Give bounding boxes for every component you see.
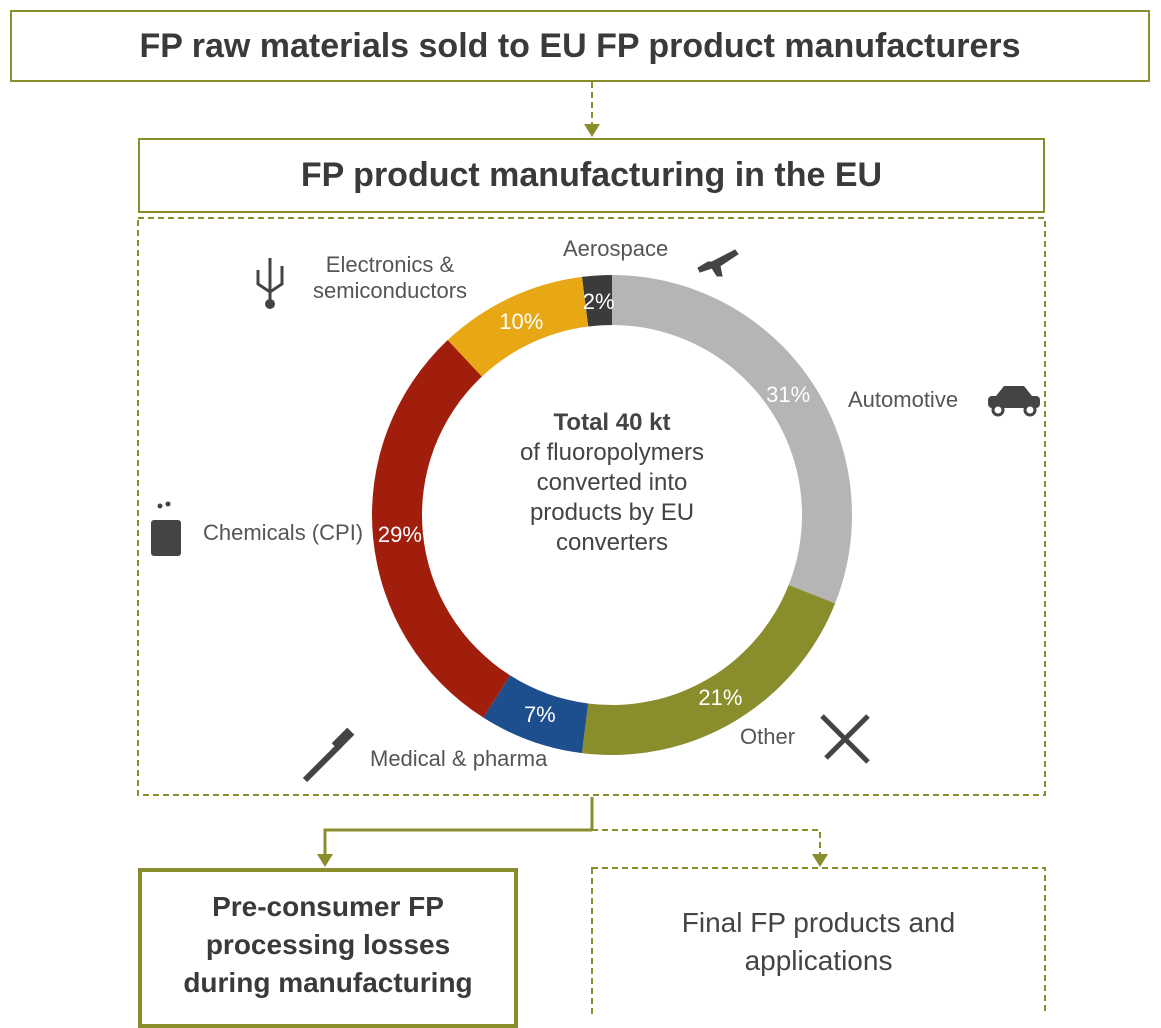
source-box: FP raw materials sold to EU FP product m… [10, 10, 1150, 82]
arrow-line [592, 829, 821, 856]
stage-box: FP product manufacturing in the EU [138, 138, 1045, 213]
category-label: Electronics & semiconductors [312, 252, 468, 303]
connectors [137, 82, 1046, 1015]
center-title: Total 40 kt [553, 409, 671, 436]
value-label: 29% [377, 522, 422, 548]
usb-icon [256, 266, 284, 294]
category-label: Chemicals (CPI) [203, 520, 364, 545]
arrowhead [317, 854, 333, 867]
dashed-box [591, 867, 1046, 1015]
arrowheads [317, 124, 828, 867]
donut-segment [483, 675, 589, 754]
donut-center: Total 40 kt of fluoropolymers converted … [500, 408, 724, 558]
losses-text: Pre-consumer FP processing losses during… [183, 891, 473, 998]
donut-segment [581, 275, 612, 327]
value-label: 21% [698, 685, 743, 711]
plane-icon [697, 249, 739, 277]
donut [372, 275, 852, 755]
beaker-icon [151, 520, 181, 556]
arrowhead [812, 854, 828, 867]
center-text: of fluoropolymers converted into product… [519, 439, 705, 556]
category-label: Automotive [848, 387, 959, 412]
category-label: Medical & pharma [370, 746, 548, 771]
category-label: Aerospace [563, 236, 669, 261]
pipette-icon [302, 742, 343, 783]
donut-segment [612, 275, 852, 604]
cutlery-icon [824, 714, 870, 760]
losses-box: Pre-consumer FP processing losses during… [138, 868, 518, 1028]
pipette-icon [331, 727, 355, 751]
donut-segment [581, 584, 836, 755]
arrow-line [323, 828, 592, 856]
car-icon [1023, 403, 1037, 417]
donut-segment [447, 276, 589, 377]
usb-icon [265, 299, 275, 309]
beaker-icon [157, 503, 163, 509]
car-icon [991, 403, 1005, 417]
dashed-frame [137, 217, 1046, 796]
arrowhead [584, 124, 600, 137]
products-box: Final FP products and applications [592, 868, 1045, 1028]
donut-segment [372, 340, 511, 718]
products-text: Final FP products and applications [681, 907, 956, 976]
value-label: 7% [523, 702, 556, 728]
beaker-icon [165, 501, 171, 507]
value-label: 2% [582, 289, 615, 315]
icons [151, 249, 1040, 783]
car-icon [996, 386, 1032, 396]
category-label: Other [740, 724, 796, 749]
value-label: 10% [499, 309, 544, 335]
value-label: 31% [766, 382, 811, 408]
